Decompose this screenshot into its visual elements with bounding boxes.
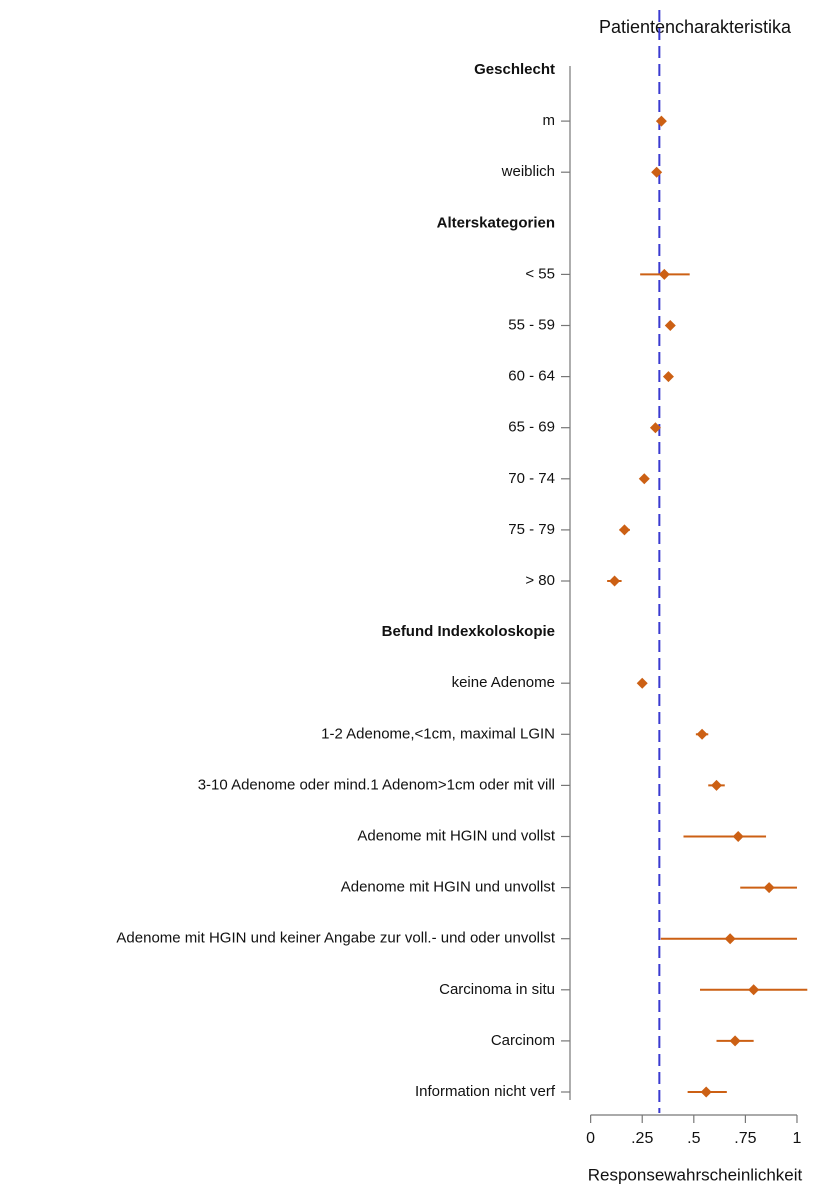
row-label: Adenome mit HGIN und vollst (357, 827, 555, 844)
point-estimate (618, 524, 630, 536)
row-label: 1-2 Adenome,<1cm, maximal LGIN (321, 725, 555, 742)
row-label: > 80 (525, 572, 555, 589)
x-tick-label: .5 (687, 1130, 700, 1147)
point-estimate (729, 1035, 741, 1047)
row-label: 55 - 59 (508, 316, 555, 333)
point-estimate (609, 575, 621, 587)
row-label: Carcinom (491, 1032, 555, 1049)
group-label: Alterskategorien (437, 214, 555, 231)
point-estimate (655, 115, 667, 127)
x-tick-label: 0 (586, 1130, 595, 1147)
row-label: < 55 (525, 265, 555, 282)
chart-title: Patientencharakteristika (599, 17, 792, 37)
row-label: Information nicht verf (415, 1083, 556, 1100)
row-label: 3-10 Adenome oder mind.1 Adenom>1cm oder… (198, 776, 555, 793)
point-estimate (748, 984, 760, 996)
row-label: Adenome mit HGIN und keiner Angabe zur v… (116, 930, 555, 947)
group-label: Befund Indexkoloskopie (382, 623, 555, 640)
point-estimate (724, 933, 736, 945)
row-label: 60 - 64 (508, 368, 555, 385)
group-label: Geschlecht (474, 61, 555, 78)
x-tick-label: .75 (734, 1130, 756, 1147)
x-tick-label: .25 (631, 1130, 653, 1147)
point-estimate (658, 268, 670, 280)
row-label: m (543, 112, 556, 129)
x-tick-label: 1 (793, 1130, 802, 1147)
point-estimate (700, 1086, 712, 1098)
row-label: 70 - 74 (508, 470, 555, 487)
point-estimate (732, 831, 744, 842)
point-estimate (651, 166, 663, 178)
row-label: 75 - 79 (508, 521, 555, 538)
point-estimate (696, 728, 708, 740)
x-axis-label: Responsewahrscheinlichkeit (588, 1165, 803, 1184)
point-estimate (649, 422, 661, 434)
row-label: 65 - 69 (508, 419, 555, 436)
point-estimate (662, 371, 674, 383)
point-estimate (636, 677, 648, 689)
point-estimate (763, 882, 775, 894)
row-label: keine Adenome (452, 674, 555, 691)
point-estimate (711, 779, 723, 791)
row-label: Carcinoma in situ (439, 981, 555, 998)
row-label: Adenome mit HGIN und unvollst (341, 879, 556, 896)
row-label: weiblich (501, 163, 555, 180)
point-estimate (638, 473, 650, 485)
point-estimate (664, 320, 676, 331)
